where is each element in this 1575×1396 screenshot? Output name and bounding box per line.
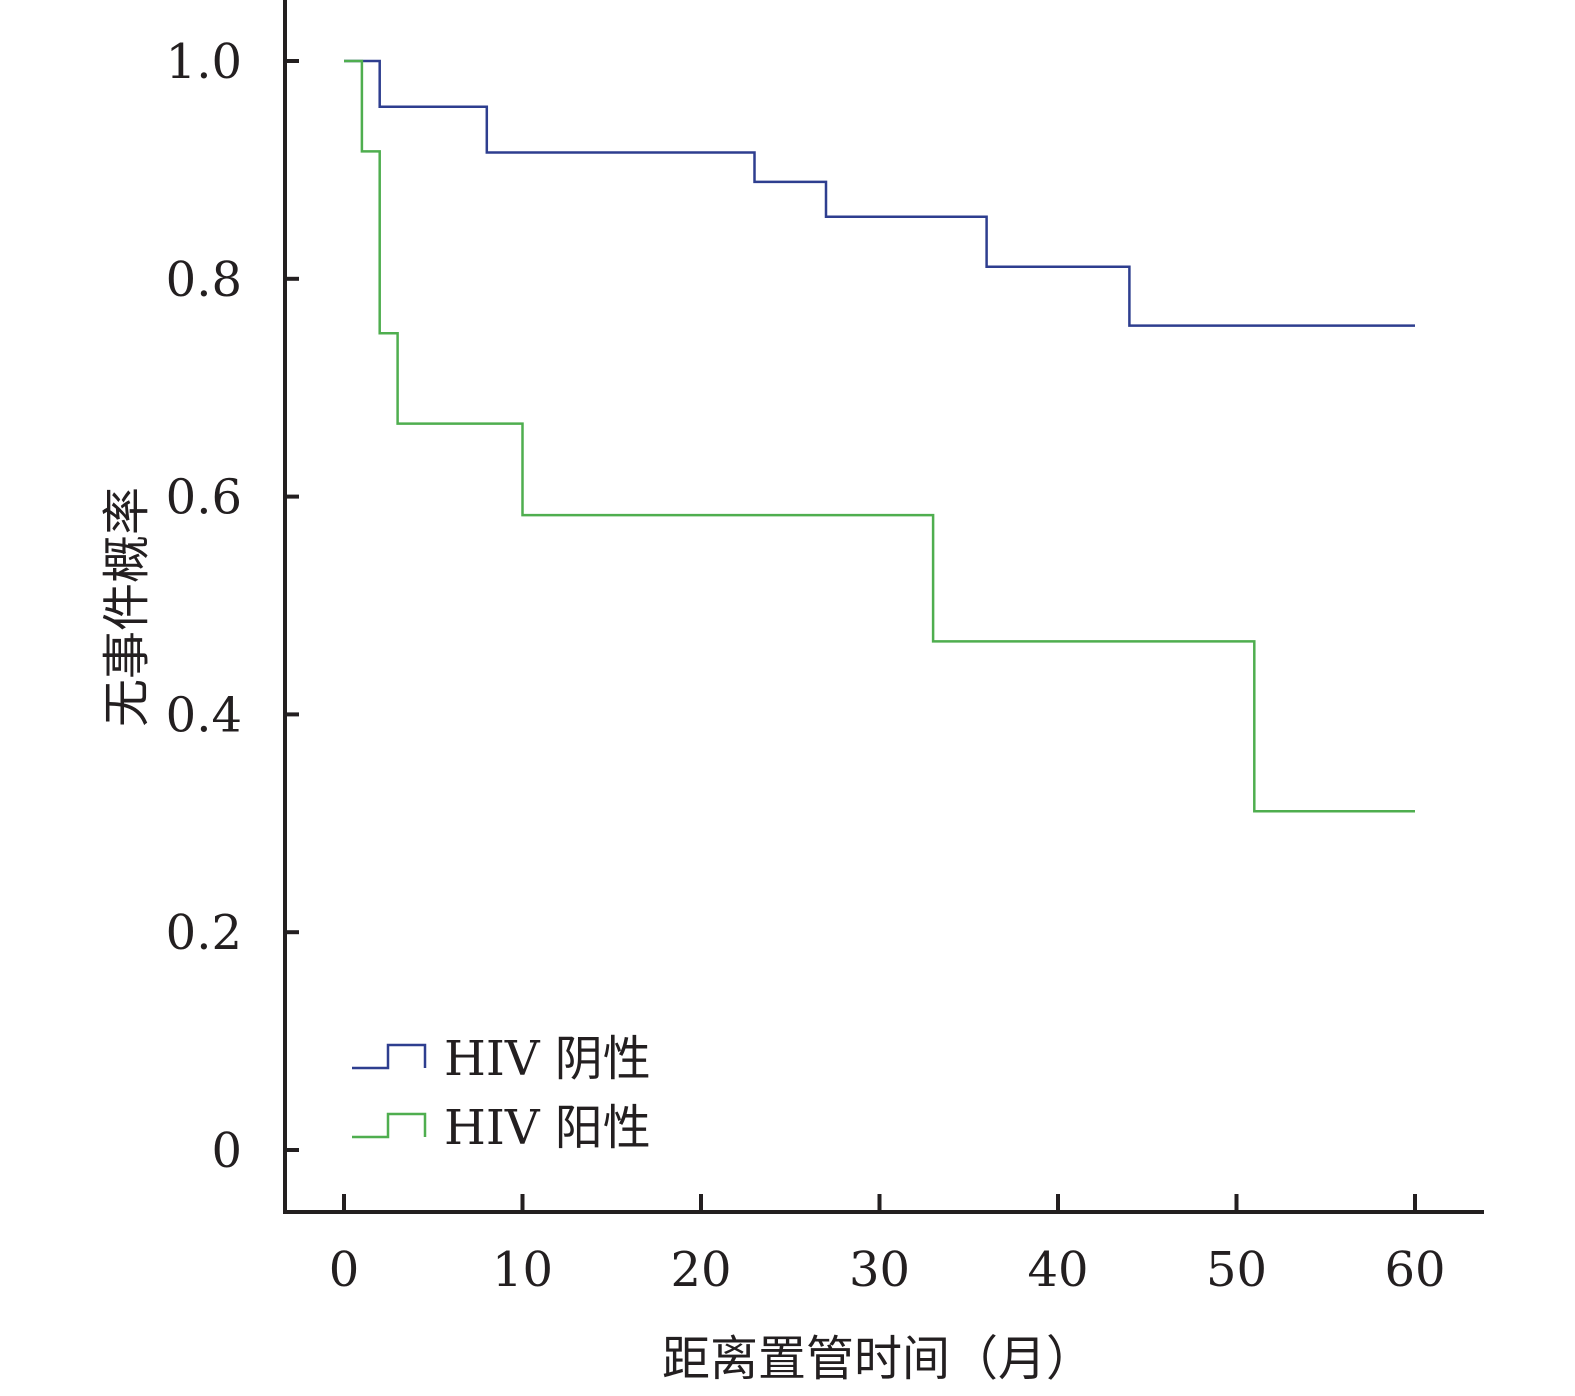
y-tick-label: 0 xyxy=(211,1123,242,1179)
y-tick-label: 0.6 xyxy=(166,470,242,526)
x-axis-label: 距离置管时间（月） xyxy=(662,1331,1094,1387)
x-ticks: 0 10 20 30 40 50 60 xyxy=(329,1194,1446,1298)
series-layer xyxy=(344,59,1415,813)
legend-swatch-hiv-positive xyxy=(352,1112,427,1139)
y-axis-label: 无事件概率 xyxy=(99,487,155,727)
legend-label-hiv-negative: HIV 阴性 xyxy=(444,1031,651,1087)
x-tick-label: 40 xyxy=(1027,1242,1088,1298)
legend: HIV 阴性 HIV 阳性 xyxy=(352,1031,651,1156)
series-line-hiv-negative xyxy=(344,59,1415,327)
series-line-hiv-positive xyxy=(344,59,1415,813)
y-tick-label: 0.4 xyxy=(166,687,242,743)
x-tick-label: 50 xyxy=(1206,1242,1267,1298)
y-ticks: 0 0.2 0.4 0.6 0.8 1.0 xyxy=(166,34,299,1179)
legend-label-hiv-positive: HIV 阳性 xyxy=(444,1100,651,1156)
x-tick-label: 30 xyxy=(849,1242,910,1298)
legend-item-hiv-positive: HIV 阳性 xyxy=(352,1100,651,1156)
x-tick-label: 10 xyxy=(492,1242,553,1298)
legend-swatch-hiv-negative xyxy=(352,1043,427,1070)
x-tick-label: 60 xyxy=(1384,1242,1445,1298)
legend-item-hiv-negative: HIV 阴性 xyxy=(352,1031,651,1087)
x-tick-label: 0 xyxy=(329,1242,360,1298)
y-tick-label: 1.0 xyxy=(166,34,242,90)
axes xyxy=(283,0,1484,1214)
x-tick-label: 20 xyxy=(670,1242,731,1298)
y-tick-label: 0.2 xyxy=(166,905,242,961)
y-tick-label: 0.8 xyxy=(166,252,242,308)
